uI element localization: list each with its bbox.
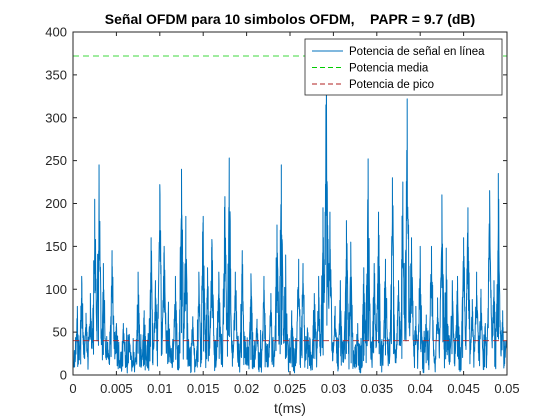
legend-box <box>304 38 503 96</box>
chart-title: Señal OFDM para 10 simbolos OFDM, PAPR =… <box>105 11 475 27</box>
y-tick-label: 350 <box>45 67 67 82</box>
y-tick-label: 150 <box>45 239 67 254</box>
signal-power-line <box>73 55 507 374</box>
x-tick-label: 0.02 <box>234 381 259 396</box>
x-tick-label: 0.01 <box>147 381 172 396</box>
x-tick-label: 0.035 <box>361 381 394 396</box>
y-tick-label: 100 <box>45 282 67 297</box>
legend: Potencia de señal en línea Potencia media… <box>304 38 503 96</box>
y-tick-label: 200 <box>45 196 67 211</box>
legend-label: Potencia media <box>349 63 429 75</box>
y-tick-label: 400 <box>45 25 67 40</box>
x-tick-label: 0.05 <box>494 381 519 396</box>
signal-series <box>73 55 507 374</box>
x-tick-label: 0 <box>69 381 76 396</box>
x-axis-label: t(ms) <box>274 400 306 416</box>
x-tick-label: 0.025 <box>274 381 307 396</box>
x-tick-label: 0.04 <box>408 381 433 396</box>
legend-label: Potencia de pico <box>349 79 434 91</box>
x-tick-label: 0.015 <box>187 381 220 396</box>
y-tick-label: 250 <box>45 153 67 168</box>
x-tick-label: 0.045 <box>447 381 480 396</box>
x-tick-label: 0.005 <box>100 381 133 396</box>
y-axis: 0 50 100 150 200 250 300 350 400 <box>45 25 507 383</box>
y-tick-label: 0 <box>60 368 67 383</box>
x-tick-label: 0.03 <box>321 381 346 396</box>
y-tick-label: 300 <box>45 110 67 125</box>
y-tick-label: 50 <box>53 325 67 340</box>
x-axis: 0 0.005 0.01 0.015 0.02 0.025 0.03 0.035 0.04 0.0… <box>69 32 520 396</box>
legend-label: Potencia de señal en línea <box>349 46 485 58</box>
